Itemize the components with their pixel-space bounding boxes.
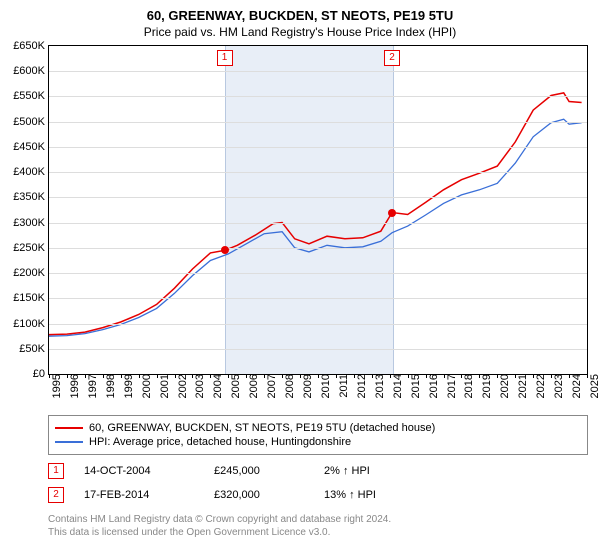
y-axis-label: £100K [0, 318, 49, 330]
gridline [49, 223, 587, 224]
line-series-layer [49, 46, 587, 374]
x-axis-label: 2012 [354, 374, 368, 398]
sale-vs-hpi: 13% ↑ HPI [324, 489, 376, 501]
x-axis-label: 2011 [336, 374, 350, 398]
x-axis-label: 2002 [175, 374, 189, 398]
chart-plot-area: £0£50K£100K£150K£200K£250K£300K£350K£400… [48, 45, 588, 375]
x-axis-label: 2020 [497, 374, 511, 398]
legend: 60, GREENWAY, BUCKDEN, ST NEOTS, PE19 5T… [48, 415, 588, 455]
x-axis-label: 2006 [246, 374, 260, 398]
gridline [49, 96, 587, 97]
legend-label: HPI: Average price, detached house, Hunt… [89, 436, 351, 448]
x-axis-label: 2021 [515, 374, 529, 398]
y-axis-label: £0 [0, 368, 49, 380]
sale-date: 14-OCT-2004 [84, 465, 214, 477]
x-axis-label: 2013 [372, 374, 386, 398]
gridline [49, 248, 587, 249]
sale-marker-box: 2 [384, 50, 400, 66]
legend-label: 60, GREENWAY, BUCKDEN, ST NEOTS, PE19 5T… [89, 422, 435, 434]
gridline [49, 71, 587, 72]
x-axis-label: 1999 [121, 374, 135, 398]
x-axis-label: 2007 [264, 374, 278, 398]
y-axis-label: £450K [0, 141, 49, 153]
x-axis-label: 2010 [318, 374, 332, 398]
y-axis-label: £300K [0, 217, 49, 229]
gridline [49, 298, 587, 299]
footer-attribution: Contains HM Land Registry data © Crown c… [48, 513, 588, 539]
x-axis-label: 2017 [444, 374, 458, 398]
y-axis-label: £500K [0, 116, 49, 128]
x-axis-label: 1997 [85, 374, 99, 398]
y-axis-label: £50K [0, 343, 49, 355]
sale-date: 17-FEB-2014 [84, 489, 214, 501]
y-axis-label: £200K [0, 267, 49, 279]
y-axis-label: £600K [0, 65, 49, 77]
x-axis-label: 2015 [408, 374, 422, 398]
x-axis-label: 2025 [587, 374, 600, 398]
series-hpi [49, 119, 582, 336]
gridline [49, 324, 587, 325]
chart-title: 60, GREENWAY, BUCKDEN, ST NEOTS, PE19 5T… [0, 0, 600, 23]
y-axis-label: £350K [0, 191, 49, 203]
legend-item: HPI: Average price, detached house, Hunt… [55, 436, 581, 448]
x-axis-label: 2014 [390, 374, 404, 398]
x-axis-label: 2008 [282, 374, 296, 398]
x-axis-label: 2024 [569, 374, 583, 398]
x-axis-label: 2019 [479, 374, 493, 398]
sale-marker-dot [388, 209, 396, 217]
y-axis-label: £150K [0, 292, 49, 304]
sale-number-badge: 1 [48, 463, 64, 479]
gridline [49, 197, 587, 198]
chart-subtitle: Price paid vs. HM Land Registry's House … [0, 23, 600, 45]
x-axis-label: 2003 [192, 374, 206, 398]
y-axis-label: £400K [0, 166, 49, 178]
x-axis-label: 2018 [461, 374, 475, 398]
x-axis-label: 2016 [426, 374, 440, 398]
gridline [49, 147, 587, 148]
gridline [49, 122, 587, 123]
x-axis-label: 2000 [139, 374, 153, 398]
y-axis-label: £550K [0, 90, 49, 102]
y-axis-label: £650K [0, 40, 49, 52]
gridline [49, 349, 587, 350]
sale-number-badge: 2 [48, 487, 64, 503]
sale-price: £245,000 [214, 465, 324, 477]
legend-swatch [55, 441, 83, 443]
x-axis-label: 2009 [300, 374, 314, 398]
sale-record-row: 2 17-FEB-2014£320,00013% ↑ HPI [48, 487, 588, 503]
x-axis-label: 2004 [210, 374, 224, 398]
x-axis-label: 1995 [49, 374, 63, 398]
x-axis-label: 2023 [551, 374, 565, 398]
x-axis-label: 2005 [228, 374, 242, 398]
x-axis-label: 1998 [103, 374, 117, 398]
sale-vs-hpi: 2% ↑ HPI [324, 465, 370, 477]
x-axis-label: 2022 [533, 374, 547, 398]
sale-marker-box: 1 [217, 50, 233, 66]
y-axis-label: £250K [0, 242, 49, 254]
gridline [49, 172, 587, 173]
legend-item: 60, GREENWAY, BUCKDEN, ST NEOTS, PE19 5T… [55, 422, 581, 434]
footer-line: This data is licensed under the Open Gov… [48, 526, 588, 539]
sale-price: £320,000 [214, 489, 324, 501]
sale-marker-dot [221, 246, 229, 254]
gridline [49, 273, 587, 274]
footer-line: Contains HM Land Registry data © Crown c… [48, 513, 588, 526]
x-axis-label: 1996 [67, 374, 81, 398]
x-axis-label: 2001 [157, 374, 171, 398]
legend-swatch [55, 427, 83, 429]
sale-record-row: 1 14-OCT-2004£245,0002% ↑ HPI [48, 463, 588, 479]
